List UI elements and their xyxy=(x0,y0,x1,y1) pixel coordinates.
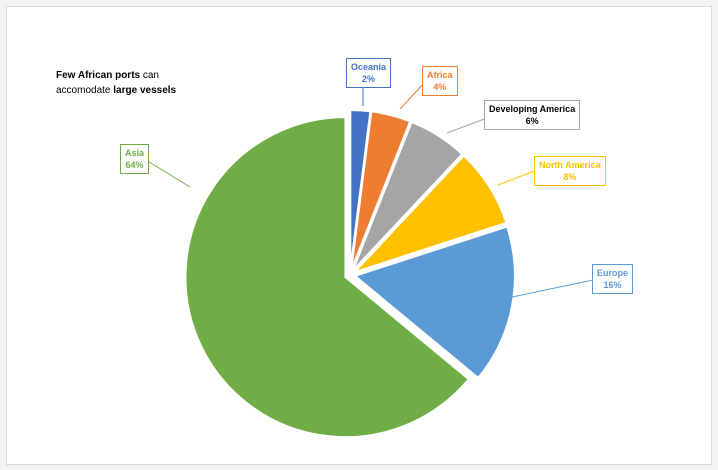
data-label-value: 8% xyxy=(563,172,577,182)
data-label-value: 16% xyxy=(603,280,622,290)
data-label-name: Developing America xyxy=(489,104,576,114)
leader-line xyxy=(497,169,538,186)
data-label: Developing America 6% xyxy=(484,100,581,130)
pie-slice-developing-america xyxy=(351,120,464,272)
data-label: Asia 64% xyxy=(120,144,150,174)
pie-slice-europe xyxy=(352,225,516,380)
data-label-name: Oceania xyxy=(351,62,387,72)
data-label-value: 64% xyxy=(125,160,144,170)
leader-line xyxy=(145,159,191,188)
title-part: can xyxy=(140,70,159,81)
data-label-name: Europe xyxy=(597,268,629,278)
title-part: Few African ports xyxy=(56,70,141,81)
data-label-value: 4% xyxy=(433,82,447,92)
data-label-name: Asia xyxy=(125,148,145,158)
pie-slice-asia xyxy=(184,116,471,439)
leader-line xyxy=(497,279,594,301)
leader-line xyxy=(446,117,488,134)
data-label: Africa 4% xyxy=(422,66,458,96)
data-label-name: Africa xyxy=(427,70,453,80)
data-label: Oceania 2% xyxy=(346,58,392,88)
data-label-value: 2% xyxy=(362,74,376,84)
data-label: Europe 16% xyxy=(592,264,634,294)
title-part: accomodate xyxy=(56,85,114,96)
pie-slice-north-america xyxy=(353,154,508,274)
data-label-value: 6% xyxy=(525,116,539,126)
chart-title: Few African ports can accomodate large v… xyxy=(56,68,176,98)
pie-slice-africa xyxy=(350,110,412,271)
data-label-name: North America xyxy=(539,160,601,170)
data-label: North America 8% xyxy=(534,156,606,186)
leader-line xyxy=(399,81,426,110)
title-part: large vessels xyxy=(113,85,177,96)
